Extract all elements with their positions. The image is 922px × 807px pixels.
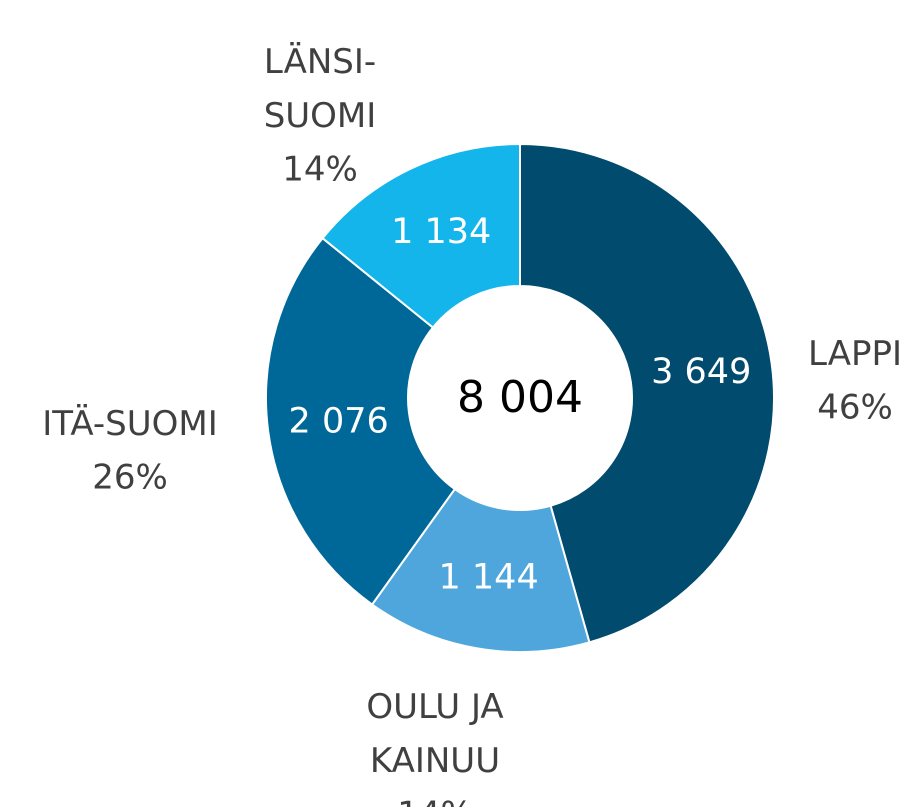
category-label: LÄNSI-SUOMI (264, 42, 377, 136)
percent-label: 46% (817, 388, 893, 428)
percent-label: 14% (282, 150, 358, 190)
donut-slice (519, 142, 775, 644)
percent-label: 26% (92, 458, 168, 498)
percent-label: 14% (397, 795, 473, 807)
category-label: LAPPI (808, 334, 902, 374)
value-label: 1 144 (439, 557, 539, 597)
donut-slice (265, 236, 457, 606)
center-label: 8 004 (457, 372, 583, 423)
category-label: ITÄ-SUOMI (42, 404, 218, 444)
value-label: 3 649 (651, 352, 751, 392)
value-label: 2 076 (289, 402, 389, 442)
category-label: OULU JA KAINUU (366, 687, 503, 781)
value-label: 1 134 (391, 212, 491, 252)
donut-slice (321, 142, 521, 329)
